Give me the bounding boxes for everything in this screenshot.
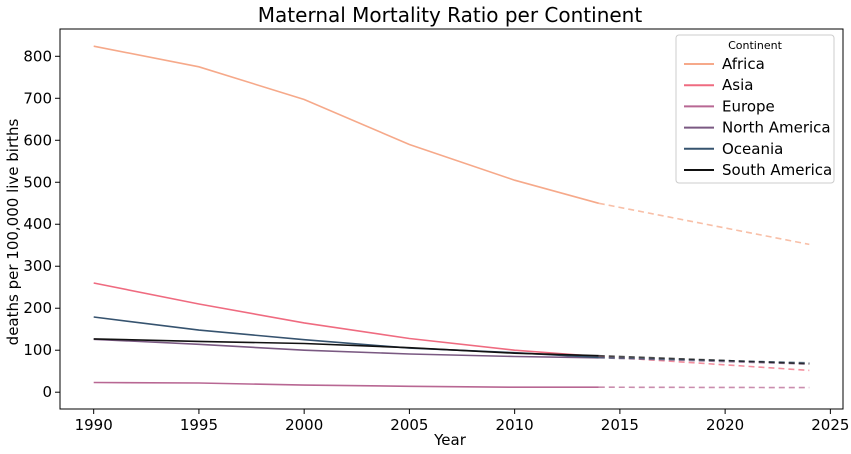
legend: Continent Africa Asia Europe North America Oc… — [675, 34, 835, 184]
series-line-africa — [93, 45, 600, 205]
legend-title: Continent — [728, 39, 782, 52]
y-tick-label: 500 — [23, 173, 52, 191]
x-tick-label: 2015 — [601, 416, 639, 434]
series-line-asia — [93, 282, 599, 358]
series-projection-africa — [598, 202, 810, 246]
x-tick-label: 1990 — [75, 416, 113, 434]
y-tick-label: 600 — [23, 131, 52, 149]
y-tick-label: 800 — [23, 47, 52, 65]
y-tick-label: 200 — [23, 299, 52, 317]
x-tick-label: 2020 — [706, 416, 744, 434]
x-axis-label: Year — [433, 431, 467, 449]
y-tick-label: 700 — [23, 89, 52, 107]
chart-title: Maternal Mortality Ratio per Continent — [258, 3, 643, 27]
y-tick-label: 100 — [23, 341, 52, 359]
x-tick-label: 2000 — [285, 416, 323, 434]
plot-area: 1990 1995 2000 2005 2010 2015 2020 2025 0 100 200 3… — [23, 28, 849, 434]
legend-label-europe: Europe — [722, 97, 775, 115]
plot-frame — [59, 28, 844, 410]
x-tick-label: 2005 — [390, 416, 428, 434]
y-tick-label: 400 — [23, 215, 52, 233]
series-line-north-america — [93, 338, 599, 359]
legend-label-south-america: South America — [722, 161, 832, 179]
series-line-europe — [93, 381, 599, 389]
x-tick-label: 1995 — [180, 416, 218, 434]
legend-box — [675, 34, 835, 184]
legend-label-africa: Africa — [722, 55, 765, 73]
x-tick-label: 2010 — [496, 416, 534, 434]
y-tick-label: 0 — [42, 383, 52, 401]
legend-label-asia: Asia — [722, 76, 753, 94]
y-axis-label: deaths per 100,000 live births — [4, 118, 22, 345]
x-tick-label: 2025 — [811, 416, 849, 434]
legend-label-oceania: Oceania — [722, 140, 783, 158]
legend-label-north-america: North America — [722, 119, 831, 137]
series-projection-south-america — [598, 354, 810, 365]
series-line-south-america — [93, 338, 599, 357]
y-tick-label: 300 — [23, 257, 52, 275]
